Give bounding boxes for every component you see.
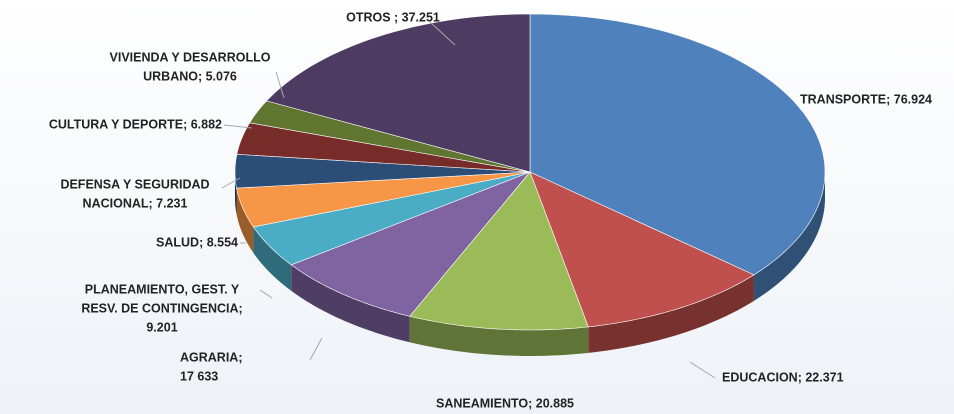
- leader-line: [429, 21, 456, 46]
- slice: [290, 171, 531, 317]
- data-label: DEFENSA Y SEGURIDAD: [60, 177, 209, 191]
- slice-side: [588, 274, 754, 353]
- data-label: SALUD; 8.554: [156, 235, 238, 249]
- data-label: SANEAMIENTO; 20.885: [436, 396, 574, 410]
- leader-line: [259, 289, 273, 299]
- data-label: TRANSPORTE; 76.924: [800, 92, 932, 106]
- slice: [252, 171, 531, 266]
- data-label: 9.201: [146, 320, 177, 334]
- leader-line: [309, 337, 323, 361]
- slice-side: [253, 226, 292, 291]
- data-label: URBANO; 5.076: [143, 69, 237, 83]
- slice-side: [236, 188, 254, 253]
- data-label: EDUCACION; 22.371: [722, 370, 844, 384]
- data-label: RESV. DE CONTINGENCIA;: [81, 301, 242, 315]
- slice: [265, 13, 531, 173]
- slice: [249, 100, 531, 173]
- slice-side: [753, 172, 825, 301]
- data-label: 17 633: [180, 369, 218, 383]
- leader-line: [223, 124, 253, 129]
- slice: [234, 153, 531, 189]
- leader-line: [275, 71, 285, 99]
- slice: [236, 171, 531, 228]
- data-label: VIVIENDA Y DESARROLLO: [110, 50, 271, 64]
- data-label: OTROS ; 37.251: [346, 10, 440, 24]
- slice: [409, 171, 589, 331]
- data-label: PLANEAMIENTO, GEST. Y: [85, 282, 240, 296]
- leader-line: [221, 177, 241, 189]
- slice: [529, 171, 755, 328]
- data-label: CULTURA Y DEPORTE; 6.882: [49, 117, 222, 131]
- data-label: AGRARIA;: [180, 350, 243, 364]
- leader-line: [689, 361, 716, 379]
- slice-side: [291, 264, 410, 343]
- data-label: NACIONAL; 7.231: [83, 196, 188, 210]
- slice-side: [409, 316, 589, 356]
- slice: [529, 13, 826, 276]
